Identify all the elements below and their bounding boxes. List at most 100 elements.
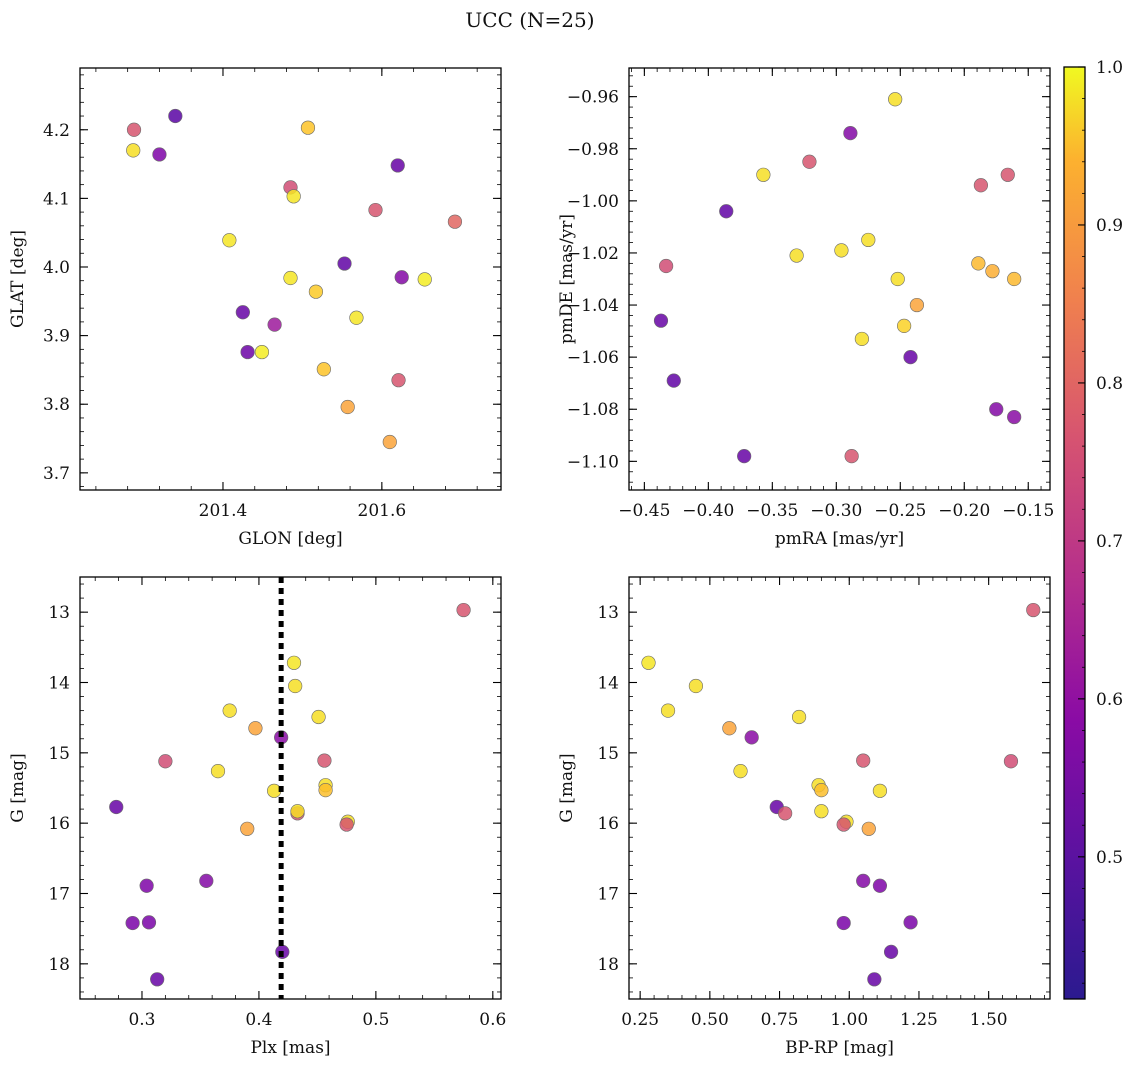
y-tick-label: −1.00 [567,192,619,212]
y-tick-label: −0.98 [567,140,619,160]
scatter-point [653,313,669,328]
x-axis-label: GLON [deg] [238,529,342,549]
y-tick-label: −1.04 [567,296,619,316]
y-tick-label: 4.1 [43,189,70,209]
x-tick-label: 1.50 [970,1010,1008,1030]
scatter-point [317,753,332,768]
y-axis-label: G [mag] [8,753,28,822]
panel-pmra-pmde: −0.45 −0.40 −0.35 −0.30 −0.25 −0.20 −0.15 −1.10… [557,67,1054,549]
scatter-point [318,783,333,798]
y-tick-label: 3.9 [43,327,70,347]
scatter-point [168,108,183,124]
scatter-point [733,764,748,779]
scatter-point [903,915,918,930]
scatter-point [222,703,237,718]
scatter-point [391,373,406,388]
points-layer [109,577,471,999]
scatter-point [267,317,282,332]
y-tick-label: 3.8 [43,395,70,415]
y-tick-label: 13 [48,603,70,623]
scatter-point [283,270,298,286]
scatter-point [688,678,704,694]
scatter-point [316,362,331,377]
scatter-point [141,915,157,930]
scatter-point [867,972,882,987]
scatter-point [737,449,752,464]
x-tick-label: 0.25 [621,1010,659,1030]
scatter-point [890,271,905,287]
scatter-point [836,817,851,832]
scatter-point [417,272,432,287]
y-tick-label: 4.2 [43,121,70,141]
scatter-point [339,817,354,832]
scatter-point [125,915,140,931]
x-tick-label: 0.75 [761,1010,799,1030]
x-tick-label: −0.20 [938,501,990,521]
scatter-point [666,373,681,388]
x-axis-label: Plx [mas] [250,1038,330,1058]
axes-frame [79,576,502,1000]
y-tick-label: 3.7 [43,464,70,484]
y-tick-label: −1.08 [567,400,619,420]
x-tick-label: −0.25 [874,501,926,521]
scatter-point [660,703,676,718]
scatter-point [456,602,471,618]
scatter-point [447,214,463,229]
colorbar-tick-label: 0.9 [1096,216,1123,236]
scatter-point [1000,167,1015,182]
scatter-point [337,256,352,271]
scatter-point [722,721,737,736]
scatter-point [1026,602,1041,618]
scatter-point [1003,754,1019,769]
y-tick-label: 18 [597,955,619,975]
axes-frame [79,67,502,491]
x-tick-label: 0.6 [479,1010,506,1030]
scatter-point [971,256,986,271]
x-tick-label: −0.35 [746,501,798,521]
scatter-point [856,753,871,768]
x-tick-label: −0.30 [810,501,862,521]
y-tick-label: 16 [597,814,619,834]
y-tick-label: −0.96 [567,88,619,108]
scatter-point [240,344,255,360]
scatter-point [778,806,793,821]
scatter-point [854,331,869,347]
x-tick-label: 201.6 [358,501,407,521]
scatter-point [286,189,301,204]
y-tick-label: −1.02 [567,244,619,264]
x-axis-label: BP-RP [mag] [785,1038,894,1058]
scatter-point [126,143,141,158]
panel-glon-glat: 201.4 201.6 3.7 3.8 3.9 4.0 4.1 4.2 GLON [deg] GL… [8,67,502,549]
y-axis-label: pmDE [mas/yr] [557,214,577,344]
panel-plx-g: 0.3 0.4 0.5 0.6 13 14 15 16 17 18 Plx [mas] G [mag] [8,576,506,1058]
scatter-point [1007,271,1022,287]
scatter-point [814,804,829,819]
scatter-point [836,915,851,931]
colorbar-tick-label: 0.6 [1096,690,1123,710]
points-layer [641,602,1041,987]
y-tick-label: 18 [48,955,70,975]
scatter-point [311,709,326,725]
scatter-point [158,754,173,769]
scatter-point [861,232,876,248]
y-tick-label: −1.06 [567,348,619,368]
scatter-point [240,821,255,836]
scatter-point [883,944,899,959]
scatter-point [248,721,263,736]
scatter-point [834,243,849,258]
scatter-point [856,873,871,888]
scatter-point [300,120,316,135]
scatter-point [989,402,1004,417]
scatter-point [368,202,383,218]
y-tick-label: 14 [48,674,70,694]
x-tick-label: 1.25 [900,1010,938,1030]
scatter-point [903,350,918,365]
points-layer [653,92,1022,464]
x-tick-label: −0.15 [1002,501,1054,521]
scatter-point [641,655,656,670]
points-layer [126,108,463,450]
x-tick-label: 0.5 [362,1010,389,1030]
scatter-point [659,258,674,274]
x-tick-label: 0.3 [128,1010,155,1030]
colorbar: 0.5 0.6 0.7 0.8 0.9 1.0 [1063,58,1123,1000]
